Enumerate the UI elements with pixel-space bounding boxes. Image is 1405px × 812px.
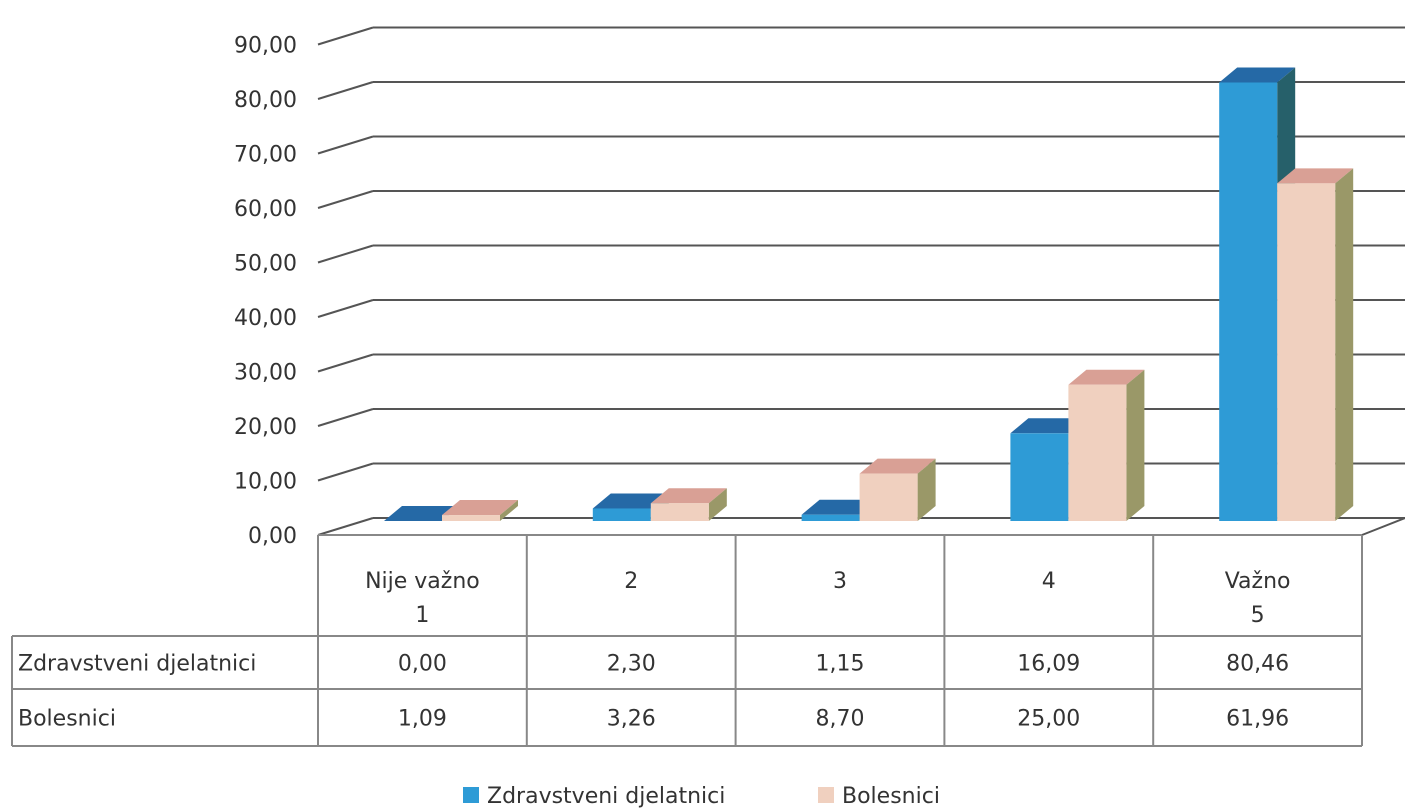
legend-item: Bolesnici (818, 784, 940, 809)
category-label: 4 (1042, 569, 1056, 594)
bar-top (384, 506, 460, 521)
gridline-side (317, 135, 374, 155)
bar-top (859, 458, 936, 474)
bar-front (1068, 384, 1127, 521)
bar-top (1068, 369, 1145, 385)
row-header: Bolesnici (18, 707, 116, 732)
bar-top (442, 500, 518, 516)
data-table: Nije važno 1 2 3 4 Važno 5 Zdravstveni djelatni… (11, 534, 1363, 747)
bar (859, 458, 936, 521)
data-value: 2,30 (607, 652, 656, 677)
legend-swatch (463, 787, 479, 803)
legend-item: Zdravstveni djelatnici (463, 784, 725, 809)
legend-label: Bolesnici (842, 784, 940, 809)
category-label: 2 (624, 569, 638, 594)
y-tick-label: 40,00 (234, 306, 297, 331)
gridline-side (317, 353, 374, 373)
bar-top (1219, 67, 1296, 83)
legend-label: Zdravstveni djelatnici (487, 784, 725, 809)
bar-side (500, 500, 518, 521)
data-value: 1,09 (398, 707, 447, 732)
bar (384, 506, 460, 521)
legend-swatch (818, 787, 834, 803)
data-value: 61,96 (1226, 707, 1289, 732)
bar (442, 500, 518, 521)
category-label: 5 (1251, 603, 1265, 628)
category-label: Važno (1225, 569, 1291, 594)
bar (650, 488, 727, 521)
bar-side (708, 488, 727, 521)
floor-edge (1361, 517, 1405, 536)
data-value: 25,00 (1017, 707, 1080, 732)
bar-front (650, 503, 709, 521)
bar-front (1219, 82, 1278, 522)
bar-front (1277, 183, 1336, 521)
y-tick-label: 50,00 (234, 252, 297, 277)
bar-top (1277, 168, 1354, 184)
data-value: 80,46 (1226, 652, 1289, 677)
bar-front (1010, 433, 1069, 521)
gridline-side (317, 517, 374, 536)
category-label: 3 (833, 569, 847, 594)
gridline-side (317, 26, 374, 46)
gridline-side (317, 190, 374, 209)
row-header: Zdravstveni djelatnici (18, 652, 256, 677)
gridline-side (317, 299, 374, 318)
gridline-side (317, 81, 374, 100)
data-value: 1,15 (816, 652, 865, 677)
bar-front (442, 515, 500, 521)
bar-top (1010, 418, 1087, 434)
bar-front (859, 473, 918, 521)
y-tick-label: 10,00 (234, 470, 297, 495)
y-tick-label: 90,00 (234, 34, 297, 59)
bar-side (917, 458, 936, 521)
gridline-side (317, 244, 374, 264)
bar (1068, 369, 1145, 521)
data-value: 0,00 (398, 652, 447, 677)
y-tick-label: 0,00 (248, 524, 297, 549)
bar-side (1335, 168, 1354, 521)
data-value: 8,70 (816, 707, 865, 732)
y-axis: 0,00 10,00 20,00 30,00 40,00 50,00 60,00 70,00 8… (234, 34, 297, 550)
y-tick-label: 60,00 (234, 197, 297, 222)
bar-front (592, 508, 651, 521)
bars (384, 67, 1354, 522)
legend: Zdravstveni djelatnici Bolesnici (463, 784, 940, 809)
bar (1277, 168, 1354, 521)
bar-front (801, 514, 860, 521)
gridline-side (317, 408, 374, 427)
y-tick-label: 70,00 (234, 143, 297, 168)
bar-side (1126, 369, 1145, 521)
category-label: 1 (415, 603, 429, 628)
y-tick-label: 20,00 (234, 415, 297, 440)
bar-top (592, 493, 669, 509)
bar-top (801, 499, 878, 515)
category-label: Nije važno (365, 569, 480, 594)
data-value: 3,26 (607, 707, 656, 732)
y-tick-label: 80,00 (234, 88, 297, 113)
data-value: 16,09 (1017, 652, 1080, 677)
bar-top (650, 488, 727, 504)
gridline-side (317, 462, 374, 482)
y-tick-label: 30,00 (234, 361, 297, 386)
